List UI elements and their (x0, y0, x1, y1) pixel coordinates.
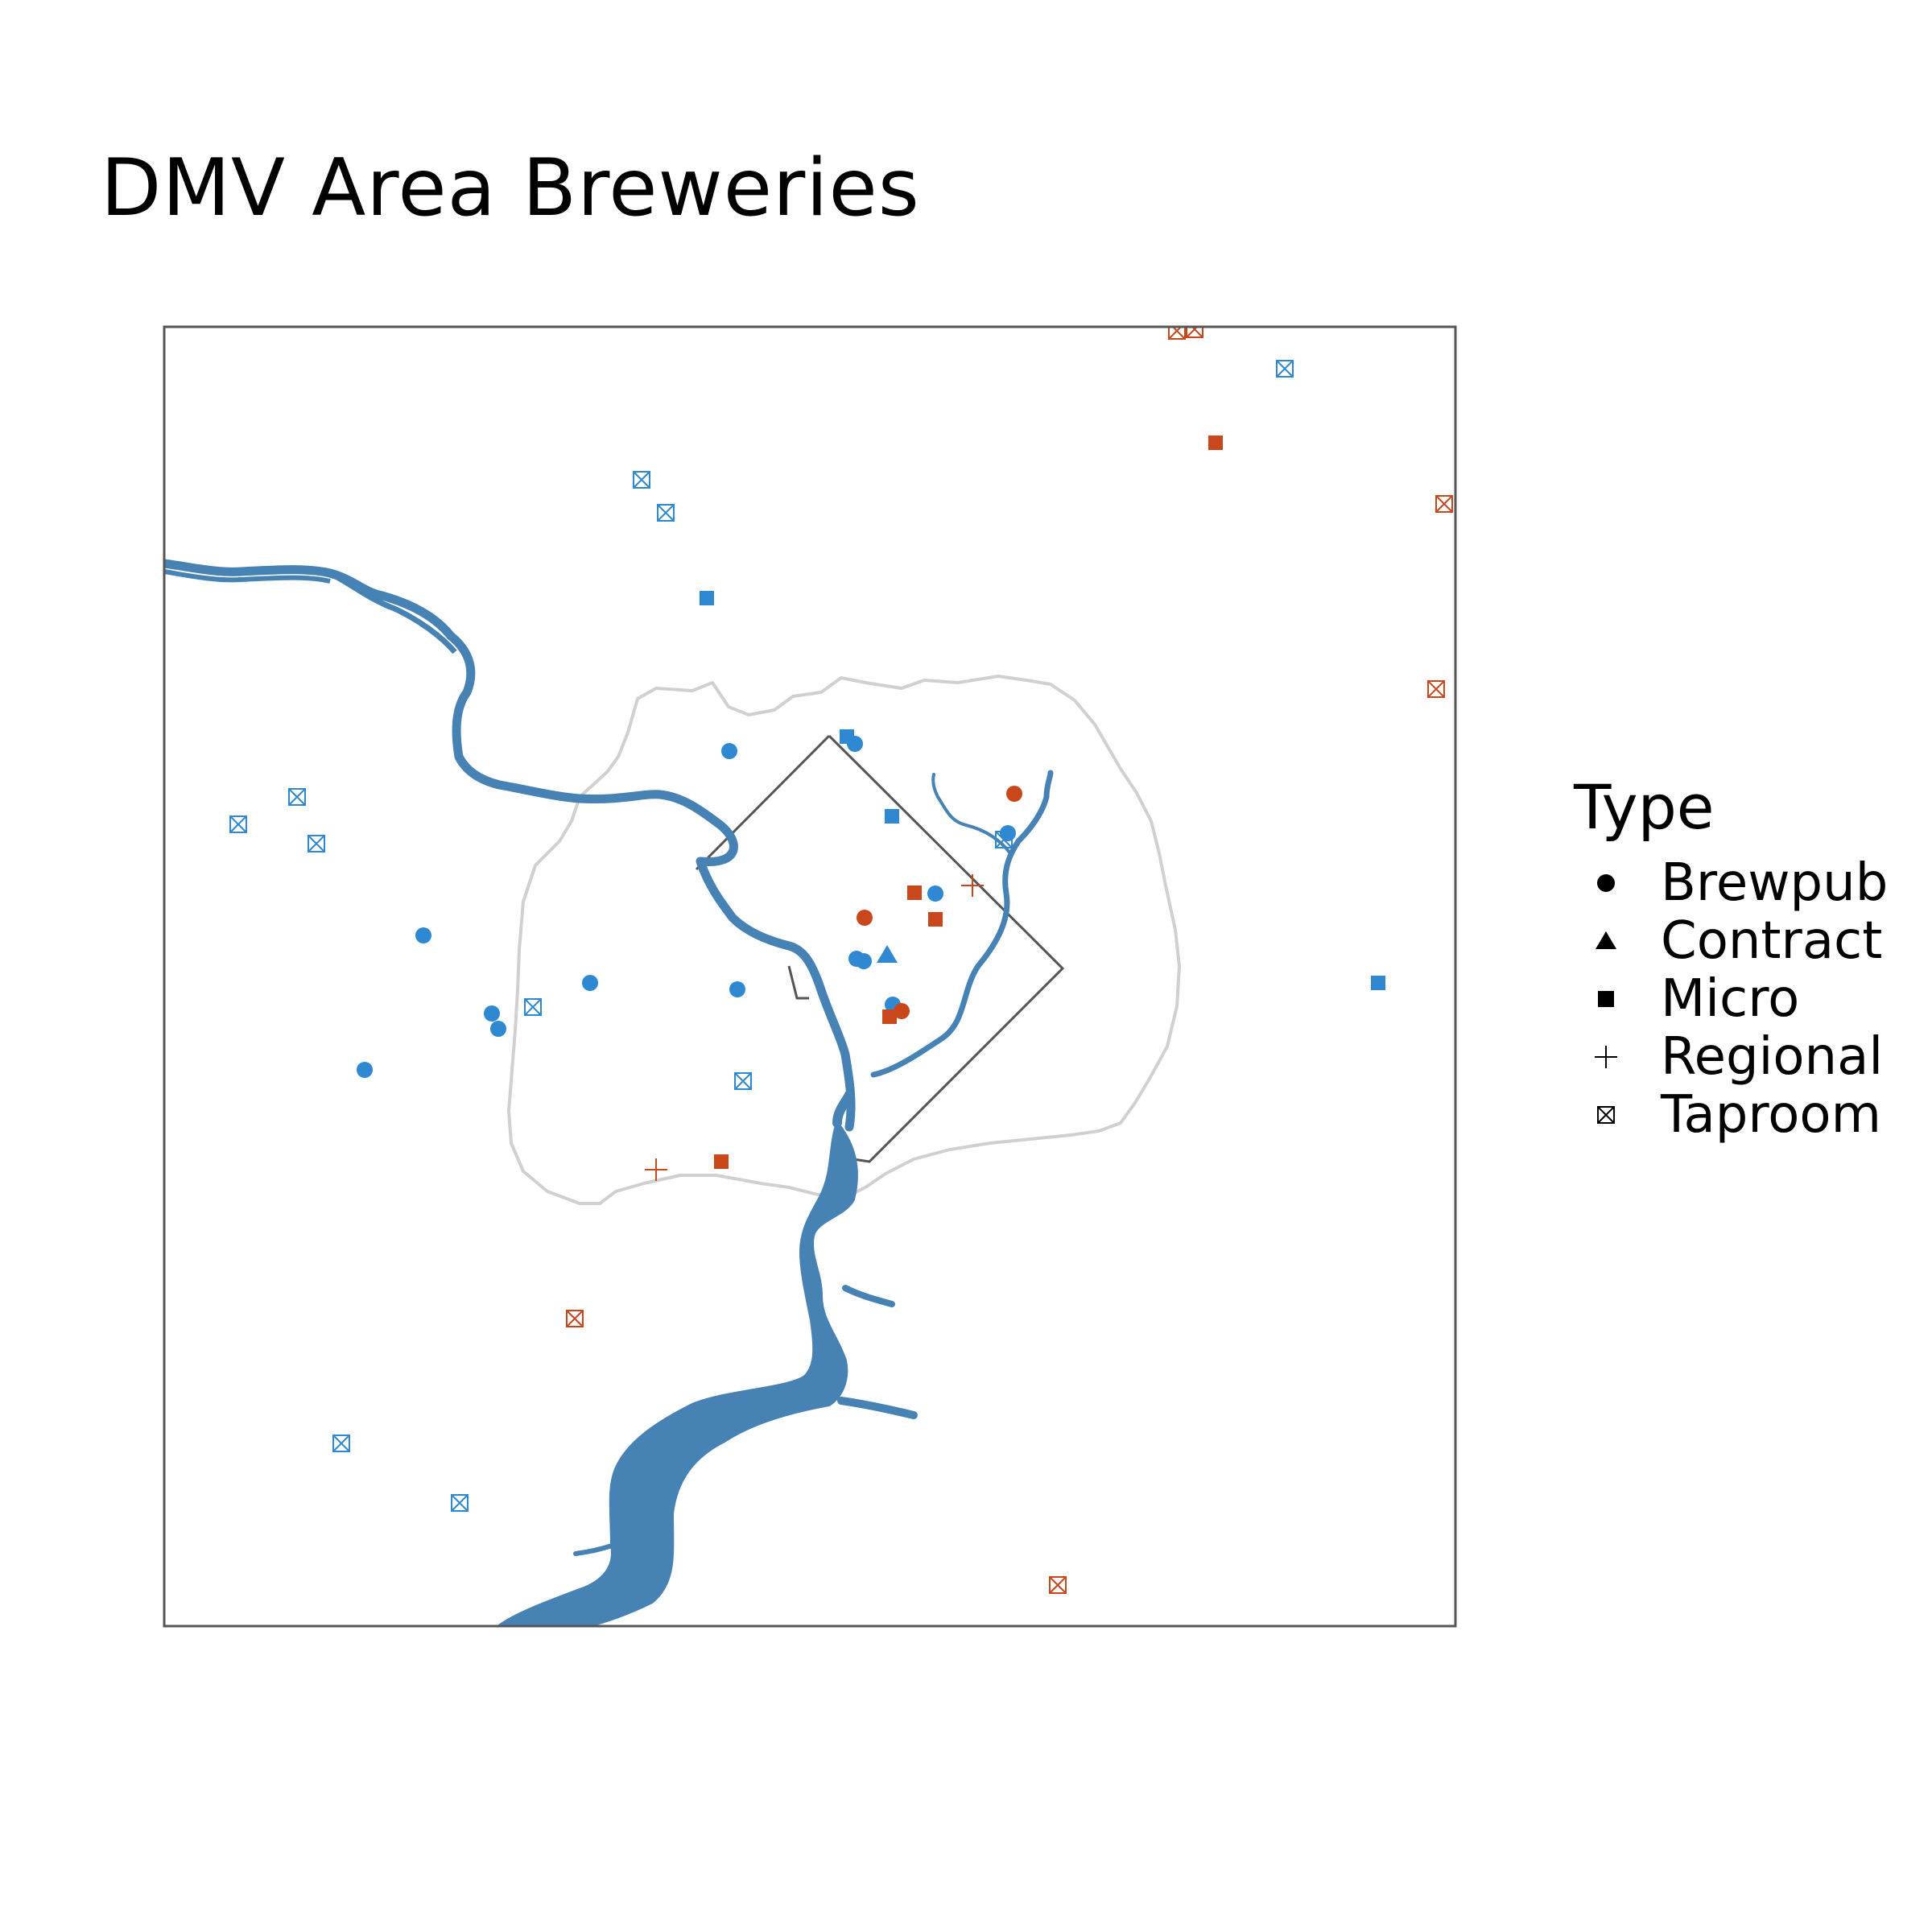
legend-label-regional: Regional (1661, 1027, 1884, 1087)
brewpub-marker (856, 953, 872, 969)
legend: Type Brewpub Contract Micro Regional Tap… (1574, 777, 1888, 1144)
micro-marker (714, 1154, 729, 1169)
taproom-marker (734, 1072, 752, 1090)
taproom-marker (308, 835, 325, 852)
boxed-x-icon (1574, 1086, 1638, 1144)
beltway-boundary (507, 675, 1181, 1205)
micro-marker (907, 886, 922, 900)
taproom-marker (1427, 680, 1445, 698)
taproom-marker (451, 1494, 469, 1512)
contract-marker (877, 945, 898, 963)
legend-title: Type (1574, 771, 1715, 843)
micro-marker (700, 591, 714, 605)
brewpub-marker (357, 1062, 373, 1078)
taproom-marker (566, 1310, 584, 1327)
taproom-marker (524, 998, 542, 1016)
regional-marker (961, 874, 984, 897)
map-frame (163, 325, 1457, 1628)
taproom-marker (288, 788, 306, 806)
micro-marker (882, 1009, 897, 1024)
taproom-marker (1435, 495, 1453, 513)
legend-item-brewpub: Brewpub (1574, 854, 1888, 912)
taproom-marker (1186, 327, 1203, 338)
taproom-marker (633, 471, 650, 489)
taproom-marker (1049, 1576, 1067, 1594)
legend-label-brewpub: Brewpub (1661, 853, 1889, 913)
brewpub-marker (927, 886, 943, 902)
legend-item-regional: Regional (1574, 1028, 1888, 1086)
micro-marker (1208, 436, 1223, 450)
taproom-marker (995, 831, 1013, 848)
micro-marker (928, 912, 943, 927)
brewpub-marker (729, 981, 745, 997)
brewpub-marker (857, 910, 873, 926)
brewpub-marker (582, 975, 598, 991)
legend-label-contract: Contract (1661, 911, 1883, 971)
potomac-river (164, 559, 1054, 1626)
brewpub-marker (721, 743, 737, 759)
map-title: DMV Area Breweries (101, 142, 920, 234)
brewery-markers (229, 327, 1453, 1594)
brewpub-marker (847, 736, 863, 752)
legend-item-micro: Micro (1574, 970, 1888, 1028)
legend-label-micro: Micro (1661, 969, 1800, 1029)
brewpub-marker (484, 1005, 500, 1022)
micro-marker (885, 809, 899, 824)
brewpub-marker (415, 927, 431, 943)
regional-marker (645, 1158, 667, 1181)
legend-item-contract: Contract (1574, 912, 1888, 970)
micro-marker (1371, 976, 1385, 990)
legend-item-taproom: Taproom (1574, 1086, 1888, 1144)
taproom-marker (332, 1435, 350, 1452)
brewpub-marker (490, 1021, 506, 1037)
plus-icon (1574, 1028, 1638, 1086)
legend-label-taproom: Taproom (1661, 1085, 1881, 1145)
taproom-marker (657, 504, 675, 522)
taproom-marker (1168, 327, 1186, 340)
square-icon (1574, 970, 1638, 1028)
triangle-icon (1574, 912, 1638, 970)
circle-icon (1574, 854, 1638, 912)
taproom-marker (229, 815, 247, 833)
brewpub-marker (894, 1003, 910, 1019)
taproom-marker (1276, 360, 1294, 378)
dc-boundary (695, 734, 1065, 1163)
brewpub-marker (1006, 786, 1022, 802)
